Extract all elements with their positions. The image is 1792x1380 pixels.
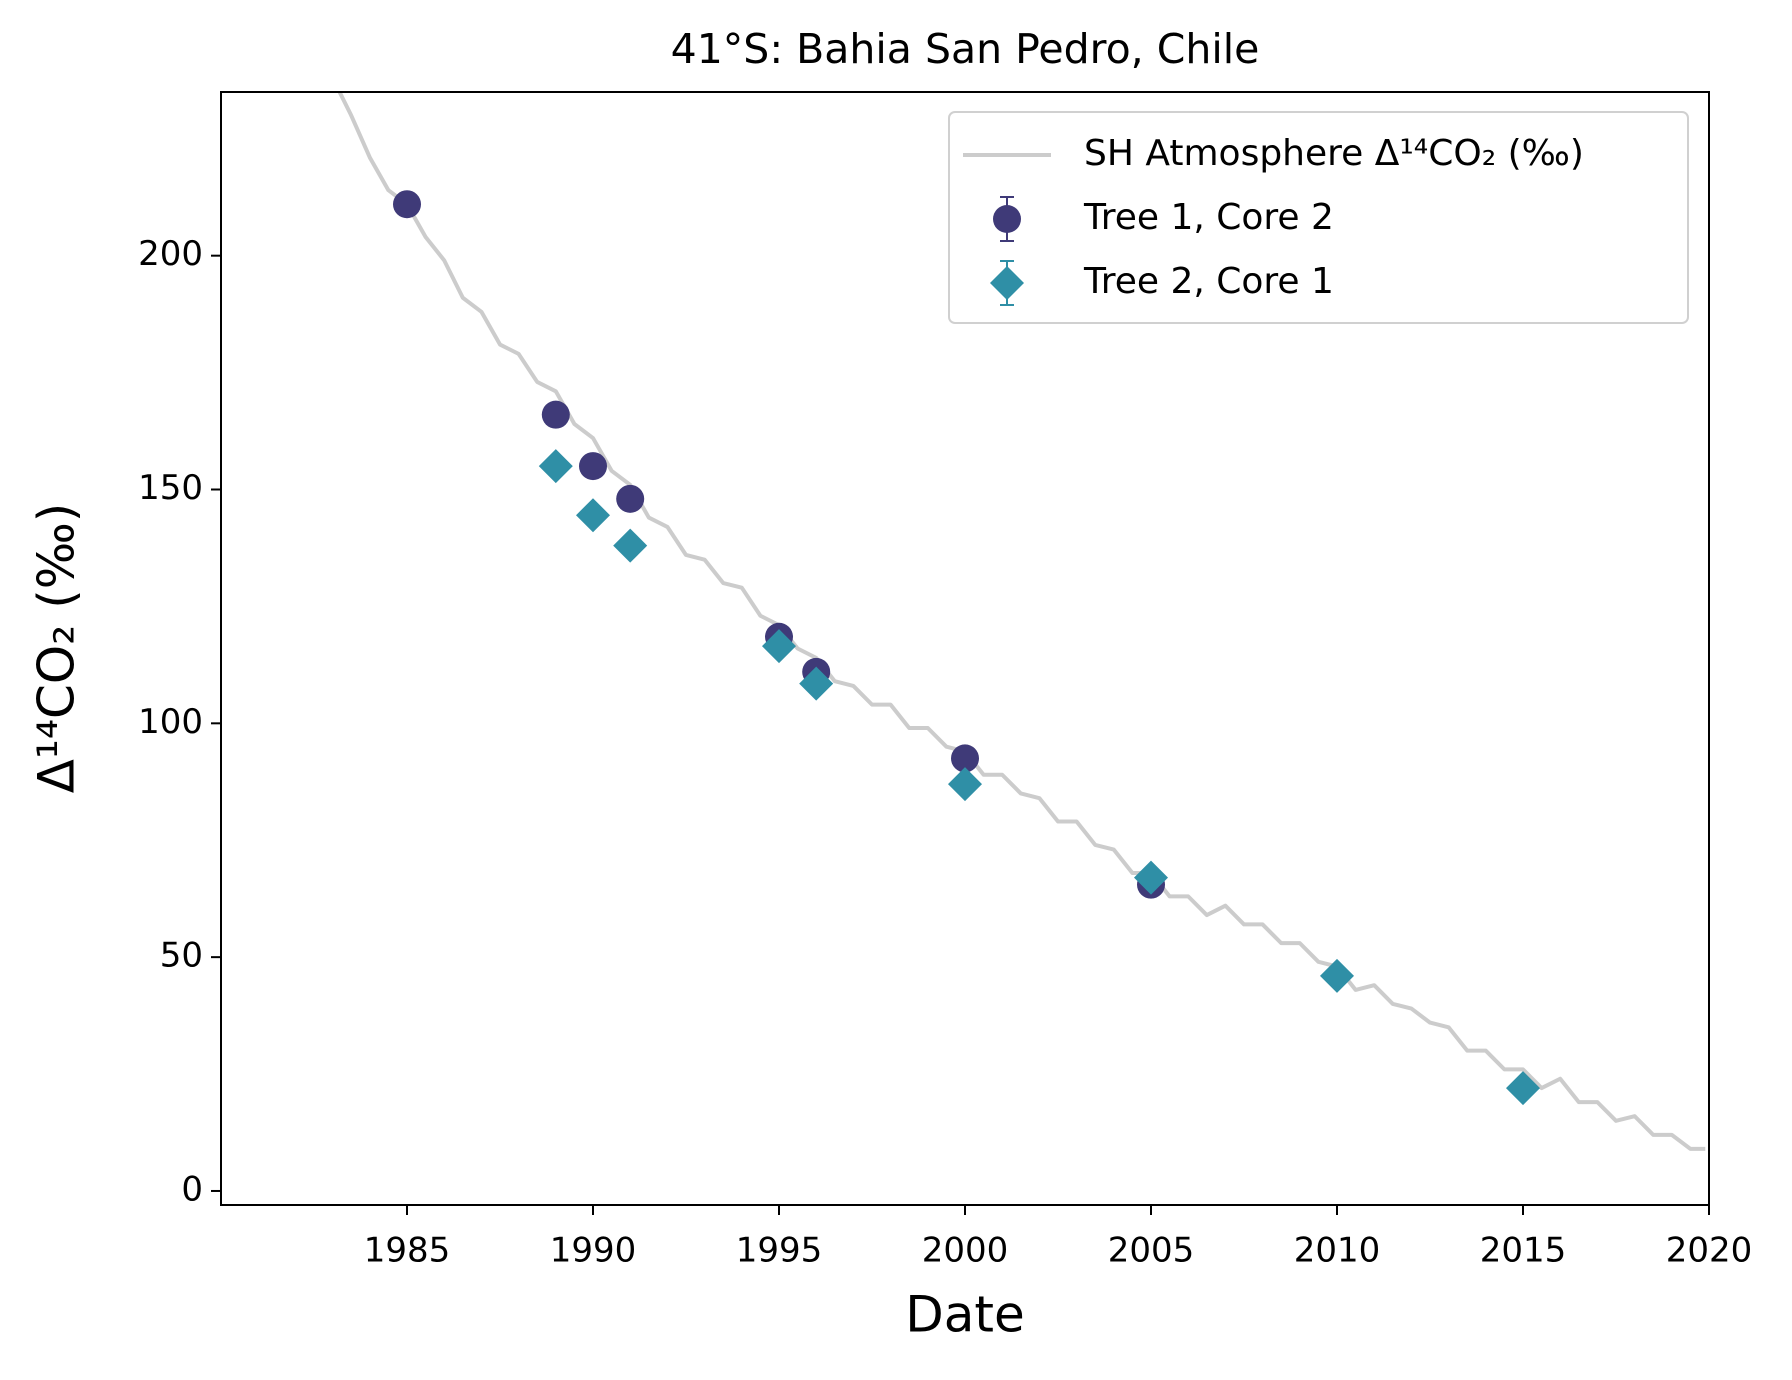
x-tick-label: 1995 (736, 1231, 823, 1271)
legend-label: Tree 2, Core 1 (1083, 261, 1334, 302)
x-tick-label: 2010 (1294, 1231, 1381, 1271)
x-tick-label: 2015 (1480, 1231, 1567, 1271)
data-point (762, 629, 796, 664)
data-point (579, 452, 607, 481)
y-axis-label: Δ¹⁴CO₂ (‰) (28, 503, 86, 794)
data-point (948, 767, 982, 802)
x-tick-label: 2020 (1666, 1231, 1753, 1271)
legend-box (948, 111, 1689, 324)
y-tick-label: 50 (160, 936, 203, 976)
legend-marker (990, 266, 1024, 300)
legend-label: Tree 1, Core 2 (1083, 197, 1334, 238)
data-point (1134, 860, 1168, 895)
plot-area (337, 92, 1706, 1151)
x-tick-label: 1990 (550, 1231, 637, 1271)
y-tick-label: 0 (181, 1169, 203, 1209)
data-point (1320, 958, 1354, 993)
data-point (576, 498, 610, 533)
data-point (538, 449, 573, 484)
data-point (1506, 1071, 1540, 1106)
y-tick-label: 200 (138, 234, 203, 274)
legend-label: SH Atmosphere Δ¹⁴CO₂ (‰) (1084, 133, 1584, 174)
x-tick-label: 2005 (1108, 1231, 1195, 1271)
data-point (951, 744, 979, 773)
data-point (393, 190, 421, 219)
data-point (616, 484, 645, 513)
x-tick-label: 1985 (364, 1231, 451, 1271)
y-tick-label: 150 (138, 468, 203, 508)
x-axis-label: Date (905, 1286, 1025, 1344)
legend-marker (993, 205, 1021, 233)
data-point (613, 528, 648, 563)
x-tick-label: 2000 (922, 1231, 1009, 1271)
data-point (541, 400, 570, 429)
y-tick-label: 100 (138, 702, 203, 742)
chart-title: 41°S: Bahia San Pedro, Chile (671, 25, 1260, 73)
data-point (799, 666, 834, 701)
legend: SH Atmosphere Δ¹⁴CO₂ (‰) Tree 1, Core 2 Tr… (948, 111, 1689, 324)
